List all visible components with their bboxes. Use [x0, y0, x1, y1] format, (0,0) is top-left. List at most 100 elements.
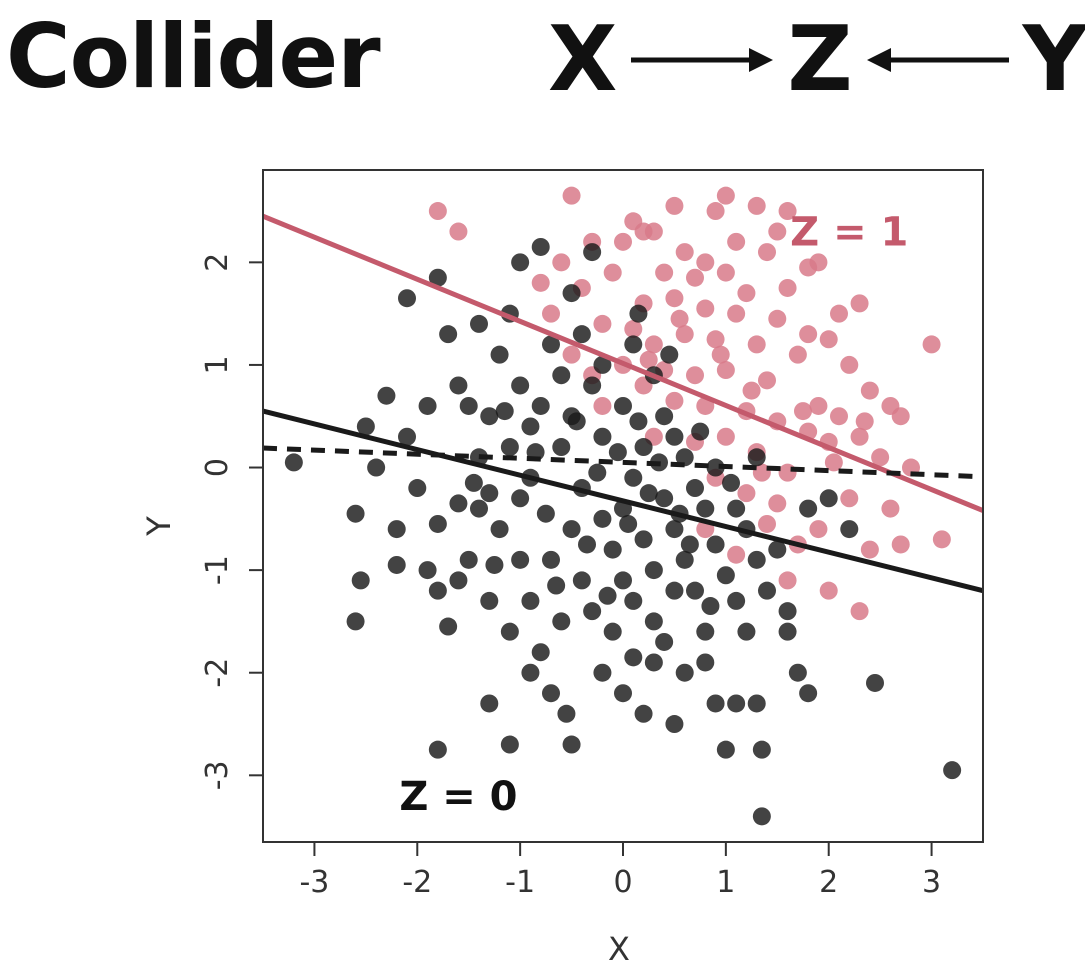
data-point-z0: [624, 591, 643, 610]
data-point-z0: [408, 479, 427, 498]
data-point-z0: [866, 673, 884, 692]
data-point-z0: [480, 407, 499, 426]
data-point-z0: [737, 622, 756, 641]
data-point-z1: [860, 381, 879, 400]
data-point-z1: [665, 391, 684, 410]
data-point-z1: [593, 396, 612, 415]
data-point-z0: [572, 571, 591, 590]
data-point-z1: [819, 581, 838, 600]
data-point-z0: [387, 555, 406, 574]
data-point-z0: [449, 376, 468, 395]
data-point-z1: [809, 520, 828, 539]
data-point-z0: [547, 576, 566, 595]
data-point-z1: [742, 381, 761, 400]
data-point-z0: [686, 479, 704, 498]
data-point-z0: [696, 622, 715, 641]
data-point-z0: [470, 314, 488, 333]
data-point-z0: [799, 499, 818, 518]
x-tick-label: -3: [299, 865, 329, 900]
data-point-z1: [778, 202, 797, 221]
data-point-z0: [351, 571, 370, 590]
data-point-z0: [552, 366, 571, 385]
data-point-z1: [449, 222, 468, 241]
x-axis-label: X: [608, 930, 630, 966]
data-point-z1: [752, 463, 771, 482]
data-point-z0: [531, 643, 550, 662]
data-point-z0: [500, 438, 519, 457]
data-point-z0: [655, 489, 674, 508]
data-point-z1: [531, 273, 550, 292]
data-point-z0: [675, 448, 694, 467]
data-point-z0: [562, 735, 581, 754]
data-point-z0: [562, 284, 581, 303]
data-point-z0: [552, 612, 571, 631]
x-tick-label: 2: [819, 865, 838, 900]
x-tick-label: 1: [716, 865, 735, 900]
data-point-z1: [716, 263, 735, 282]
data-point-z0: [593, 663, 612, 682]
data-point-z0: [511, 376, 530, 395]
dag-node-z: Z: [787, 7, 853, 112]
data-point-z1: [840, 489, 859, 508]
data-point-z1: [799, 258, 818, 277]
data-point-z0: [459, 550, 478, 569]
data-point-z1: [675, 325, 694, 344]
data-point-z0: [634, 704, 653, 723]
data-point-z0: [706, 694, 725, 713]
data-point-z0: [603, 540, 622, 559]
data-point-z1: [716, 186, 735, 205]
data-point-z1: [778, 571, 797, 590]
data-point-z0: [428, 268, 447, 287]
data-point-z1: [768, 309, 787, 328]
x-tick-label: 3: [922, 865, 941, 900]
data-point-z0: [752, 807, 771, 826]
data-point-z0: [629, 304, 648, 323]
data-point-z0: [578, 535, 596, 554]
slide-title: Collider: [6, 5, 381, 108]
data-point-z0: [598, 586, 617, 605]
data-point-z0: [567, 412, 586, 431]
data-point-z1: [794, 402, 812, 421]
annotation-z0: Z = 0: [399, 774, 517, 820]
data-point-z1: [778, 278, 797, 297]
y-tick-label: 2: [200, 253, 235, 272]
data-point-z0: [470, 499, 488, 518]
data-point-z0: [840, 520, 859, 539]
data-point-z1: [809, 396, 828, 415]
data-point-z0: [398, 289, 416, 308]
arrow-right-icon: [631, 48, 774, 72]
data-point-z0: [747, 694, 766, 713]
y-tick-label: -3: [200, 760, 235, 790]
data-point-z0: [531, 396, 550, 415]
data-point-z1: [428, 202, 447, 221]
data-point-z0: [588, 463, 607, 482]
data-point-z1: [706, 330, 725, 349]
overall-fit-line: [262, 445, 984, 480]
data-point-z1: [819, 330, 838, 349]
data-point-z1: [542, 304, 560, 323]
data-point-z0: [593, 509, 612, 528]
data-point-z1: [737, 284, 756, 303]
data-point-z1: [871, 448, 890, 467]
data-point-z1: [799, 325, 818, 344]
data-point-z0: [768, 540, 787, 559]
data-point-z0: [542, 550, 560, 569]
data-point-z0: [583, 376, 602, 395]
data-point-z0: [727, 499, 746, 518]
data-point-z0: [665, 520, 684, 539]
data-point-z0: [665, 715, 684, 734]
data-point-z0: [459, 396, 478, 415]
data-point-z0: [675, 550, 694, 569]
data-point-z0: [398, 427, 416, 446]
data-point-z1: [686, 268, 704, 287]
data-point-z0: [799, 684, 818, 703]
data-point-z1: [747, 335, 766, 354]
annotation-z1: Z = 1: [790, 210, 908, 256]
data-point-z0: [686, 581, 704, 600]
data-point-z1: [891, 535, 910, 554]
data-point-z1: [768, 494, 787, 513]
data-point-z0: [593, 427, 612, 446]
data-point-z0: [716, 740, 735, 759]
data-point-z0: [542, 684, 560, 703]
data-point-z0: [521, 663, 540, 682]
